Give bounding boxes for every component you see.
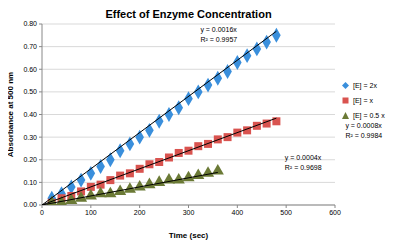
svg-text:200: 200 [134, 209, 146, 216]
svg-text:0.40: 0.40 [23, 111, 37, 118]
svg-text:500: 500 [280, 209, 292, 216]
svg-text:0.20: 0.20 [23, 156, 37, 163]
html-text:Effect of Enzyme Concentration: Effect of Enzyme Concentration [105, 8, 272, 20]
svg-text:400: 400 [231, 209, 243, 216]
svg-text:0.50: 0.50 [23, 88, 37, 95]
html-text:[E] = 2x: [E] = 2x [353, 82, 377, 89]
svg-text:600: 600 [329, 209, 341, 216]
svg-text:Absorbance at 500 nm: Absorbance at 500 nm [8, 72, 15, 157]
svg-text:0: 0 [40, 209, 44, 216]
html-text:[E] = 0.5 x: [E] = 0.5 x [353, 112, 385, 119]
svg-text:y = 0.0008x: y = 0.0008x [345, 122, 382, 130]
svg-text:y = 0.0004x: y = 0.0004x [285, 154, 322, 162]
svg-text:100: 100 [85, 209, 97, 216]
svg-text:0.70: 0.70 [23, 43, 37, 50]
svg-text:0.60: 0.60 [23, 66, 37, 73]
svg-text:R² = 0.9957: R² = 0.9957 [200, 36, 237, 43]
svg-text:0.30: 0.30 [23, 134, 37, 141]
svg-text:Time (sec): Time (sec) [169, 231, 209, 240]
svg-text:R² = 0.9984: R² = 0.9984 [345, 132, 382, 139]
html-text:[E] = x: [E] = x [353, 97, 373, 104]
svg-text:0.10: 0.10 [23, 179, 37, 186]
svg-text:R² = 0.9698: R² = 0.9698 [285, 164, 322, 171]
svg-text:300: 300 [183, 209, 195, 216]
svg-text:0.00: 0.00 [23, 201, 37, 208]
svg-text:0.80: 0.80 [23, 20, 37, 27]
svg-text:y = 0.0016x: y = 0.0016x [200, 26, 237, 34]
